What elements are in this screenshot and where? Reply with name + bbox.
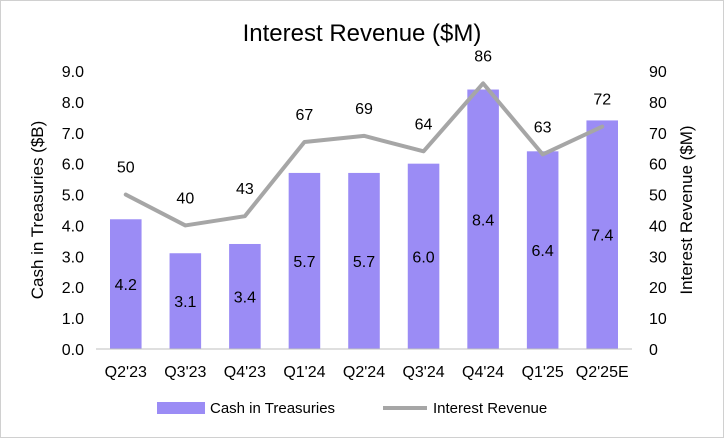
line-label-4: 69 <box>355 101 373 118</box>
line-label-3: 67 <box>296 107 314 124</box>
y-right-tick-9: 90 <box>649 64 667 81</box>
x-tick-3: Q1'24 <box>283 364 325 381</box>
y-right-tick-1: 10 <box>649 311 667 328</box>
x-tick-7: Q1'25 <box>522 364 564 381</box>
interest-revenue-line <box>123 81 605 228</box>
bar-label-8: 7.4 <box>591 228 613 245</box>
bar-label-6: 8.4 <box>472 212 494 229</box>
bar-5 <box>407 163 440 349</box>
bar-7 <box>526 151 559 349</box>
y-left-tick-0: 0.0 <box>62 342 84 359</box>
x-tick-5: Q3'24 <box>402 364 444 381</box>
y-axis-right-ticks: 0 10 20 30 40 50 60 70 80 90 <box>649 64 667 359</box>
y-right-tick-4: 40 <box>649 218 667 235</box>
legend-label-cash: Cash in Treasuries <box>210 400 335 417</box>
legend: Cash in Treasuries Interest Revenue <box>157 400 547 417</box>
y-right-tick-5: 50 <box>649 188 667 205</box>
x-axis-ticks: Q2'23 Q3'23 Q4'23 Q1'24 Q2'24 Q3'24 Q4'24 Q1'25… <box>105 364 629 381</box>
y-left-tick-4: 4.0 <box>62 218 84 235</box>
line-label-8: 72 <box>593 92 611 109</box>
x-tick-2: Q4'23 <box>224 364 266 381</box>
legend-swatch-cash <box>157 402 205 414</box>
line-series <box>123 81 605 228</box>
bar-label-5: 6.0 <box>412 249 434 266</box>
bar-data-labels: 4.2 3.1 3.4 5.7 5.7 6.0 8.4 6.4 7.4 <box>115 212 614 311</box>
y-left-tick-2: 2.0 <box>62 280 84 297</box>
bar-label-2: 3.4 <box>234 289 256 306</box>
y-left-tick-7: 7.0 <box>62 126 84 143</box>
bar-2 <box>229 243 261 349</box>
y-right-tick-6: 60 <box>649 157 667 174</box>
y-right-tick-3: 30 <box>649 249 667 266</box>
x-tick-4: Q2'24 <box>343 364 385 381</box>
y-right-tick-2: 20 <box>649 280 667 297</box>
y-left-tick-9: 9.0 <box>62 64 84 81</box>
bar-0 <box>110 219 142 349</box>
bar-series <box>110 89 618 349</box>
y-left-tick-6: 6.0 <box>62 157 84 174</box>
line-label-1: 40 <box>176 190 194 207</box>
x-tick-6: Q4'24 <box>462 364 504 381</box>
x-tick-1: Q3'23 <box>164 364 206 381</box>
y-axis-left-label: Cash in Treasuries ($B) <box>28 121 47 300</box>
y-axis-left-ticks: 0.0 1.0 2.0 3.0 4.0 5.0 6.0 7.0 8.0 9.0 <box>62 64 84 359</box>
bar-1 <box>169 253 202 349</box>
y-left-tick-3: 3.0 <box>62 249 84 266</box>
bar-4 <box>348 172 380 349</box>
bar-label-1: 3.1 <box>174 294 196 311</box>
line-label-2: 43 <box>236 181 254 198</box>
line-label-0: 50 <box>117 160 135 177</box>
y-right-tick-8: 80 <box>649 95 667 112</box>
bar-label-3: 5.7 <box>293 254 315 271</box>
bar-label-7: 6.4 <box>532 243 554 260</box>
x-tick-8: Q2'25E <box>576 364 629 381</box>
line-data-labels: 50 40 43 67 69 64 86 63 72 <box>117 48 611 207</box>
line-label-6: 86 <box>474 48 492 65</box>
line-label-5: 64 <box>415 116 433 133</box>
y-right-tick-7: 70 <box>649 126 667 143</box>
line-label-7: 63 <box>534 119 552 136</box>
bar-6 <box>467 89 499 349</box>
y-left-tick-8: 8.0 <box>62 95 84 112</box>
y-right-tick-0: 0 <box>649 342 658 359</box>
legend-label-interest: Interest Revenue <box>433 400 547 417</box>
bar-label-0: 4.2 <box>115 277 137 294</box>
bar-label-4: 5.7 <box>353 254 375 271</box>
bar-3 <box>288 172 321 349</box>
y-left-tick-1: 1.0 <box>62 311 84 328</box>
chart-title: Interest Revenue ($M) <box>243 20 482 47</box>
bar-8 <box>586 120 618 349</box>
y-axis-right-label: Interest Revenue ($M) <box>677 125 696 294</box>
y-left-tick-5: 5.0 <box>62 188 84 205</box>
x-tick-0: Q2'23 <box>105 364 147 381</box>
